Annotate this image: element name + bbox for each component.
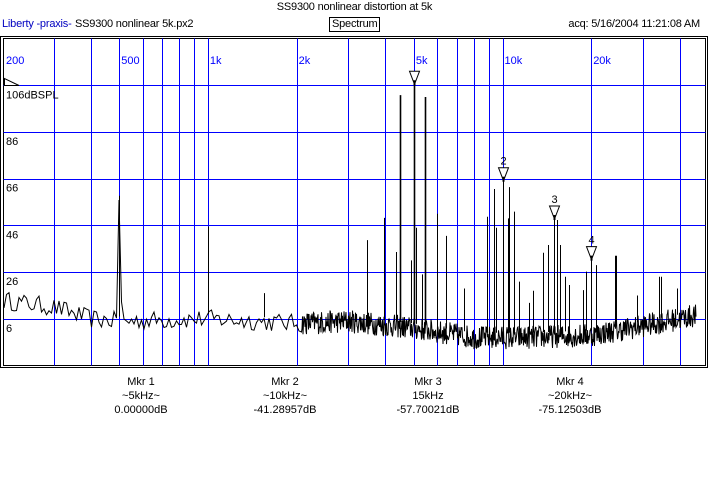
marker-4-number: 4 bbox=[588, 235, 594, 247]
marker-2-number: 2 bbox=[500, 156, 506, 168]
marker-3-triangle-icon bbox=[548, 205, 561, 221]
acquisition-timestamp: acq: 5/16/2004 11:21:08 AM bbox=[568, 18, 700, 30]
y-tick-label: 66 bbox=[6, 183, 18, 195]
marker-freq: ~10kHz~ bbox=[262, 390, 308, 402]
y-tick-label: 106dBSPL bbox=[6, 89, 59, 101]
y-tick-label: 26 bbox=[6, 276, 18, 288]
x-tick-label: 200 bbox=[6, 55, 24, 67]
spectrum-trace bbox=[3, 199, 697, 350]
x-tick-label: 500 bbox=[121, 55, 139, 67]
marker-label: Mkr 4 bbox=[556, 376, 584, 388]
plot-outer-frame bbox=[0, 36, 708, 368]
marker-4-triangle-icon bbox=[585, 246, 598, 262]
x-tick-label: 1k bbox=[210, 55, 222, 67]
y-tick-label: 6 bbox=[6, 323, 12, 335]
marker-1-triangle-icon bbox=[408, 70, 421, 86]
marker-2-triangle-icon bbox=[497, 167, 510, 183]
marker-readout-2: Mkr 2 ~10kHz~ -41.28957dB bbox=[215, 375, 355, 417]
marker-readout-3: Mkr 3 15kHz -57.70021dB bbox=[358, 375, 498, 417]
reference-level-icon bbox=[4, 77, 20, 86]
brand-label: Liberty -praxis- bbox=[2, 18, 72, 30]
marker-value: 0.00000dB bbox=[114, 404, 168, 416]
marker-3-number: 3 bbox=[551, 194, 557, 206]
y-tick-label: 86 bbox=[6, 136, 18, 148]
chart-title: SS9300 nonlinear distortion at 5k bbox=[276, 1, 433, 13]
marker-value: -75.12503dB bbox=[538, 404, 602, 416]
marker-value: -41.28957dB bbox=[253, 404, 317, 416]
marker-label: Mkr 3 bbox=[414, 376, 442, 388]
x-tick-label: 20k bbox=[593, 55, 611, 67]
x-tick-label: 2k bbox=[299, 55, 311, 67]
x-tick-label: 10k bbox=[505, 55, 523, 67]
marker-freq: ~5kHz~ bbox=[122, 390, 160, 402]
marker-readout-1: Mkr 1 ~5kHz~ 0.00000dB bbox=[71, 375, 211, 417]
x-tick-label: 5k bbox=[416, 55, 428, 67]
mode-button-spectrum[interactable]: Spectrum bbox=[329, 17, 381, 32]
marker-value: -57.70021dB bbox=[396, 404, 460, 416]
trace-group bbox=[3, 85, 697, 350]
marker-freq: 15kHz bbox=[412, 390, 444, 402]
marker-freq: ~20kHz~ bbox=[547, 390, 593, 402]
marker-readout-4: Mkr 4 ~20kHz~ -75.12503dB bbox=[500, 375, 640, 417]
marker-label: Mkr 2 bbox=[271, 376, 299, 388]
plot-inner-frame bbox=[3, 38, 706, 366]
marker-label: Mkr 1 bbox=[127, 376, 155, 388]
file-name: SS9300 nonlinear 5k.px2 bbox=[75, 18, 194, 30]
y-tick-label: 46 bbox=[6, 229, 18, 241]
